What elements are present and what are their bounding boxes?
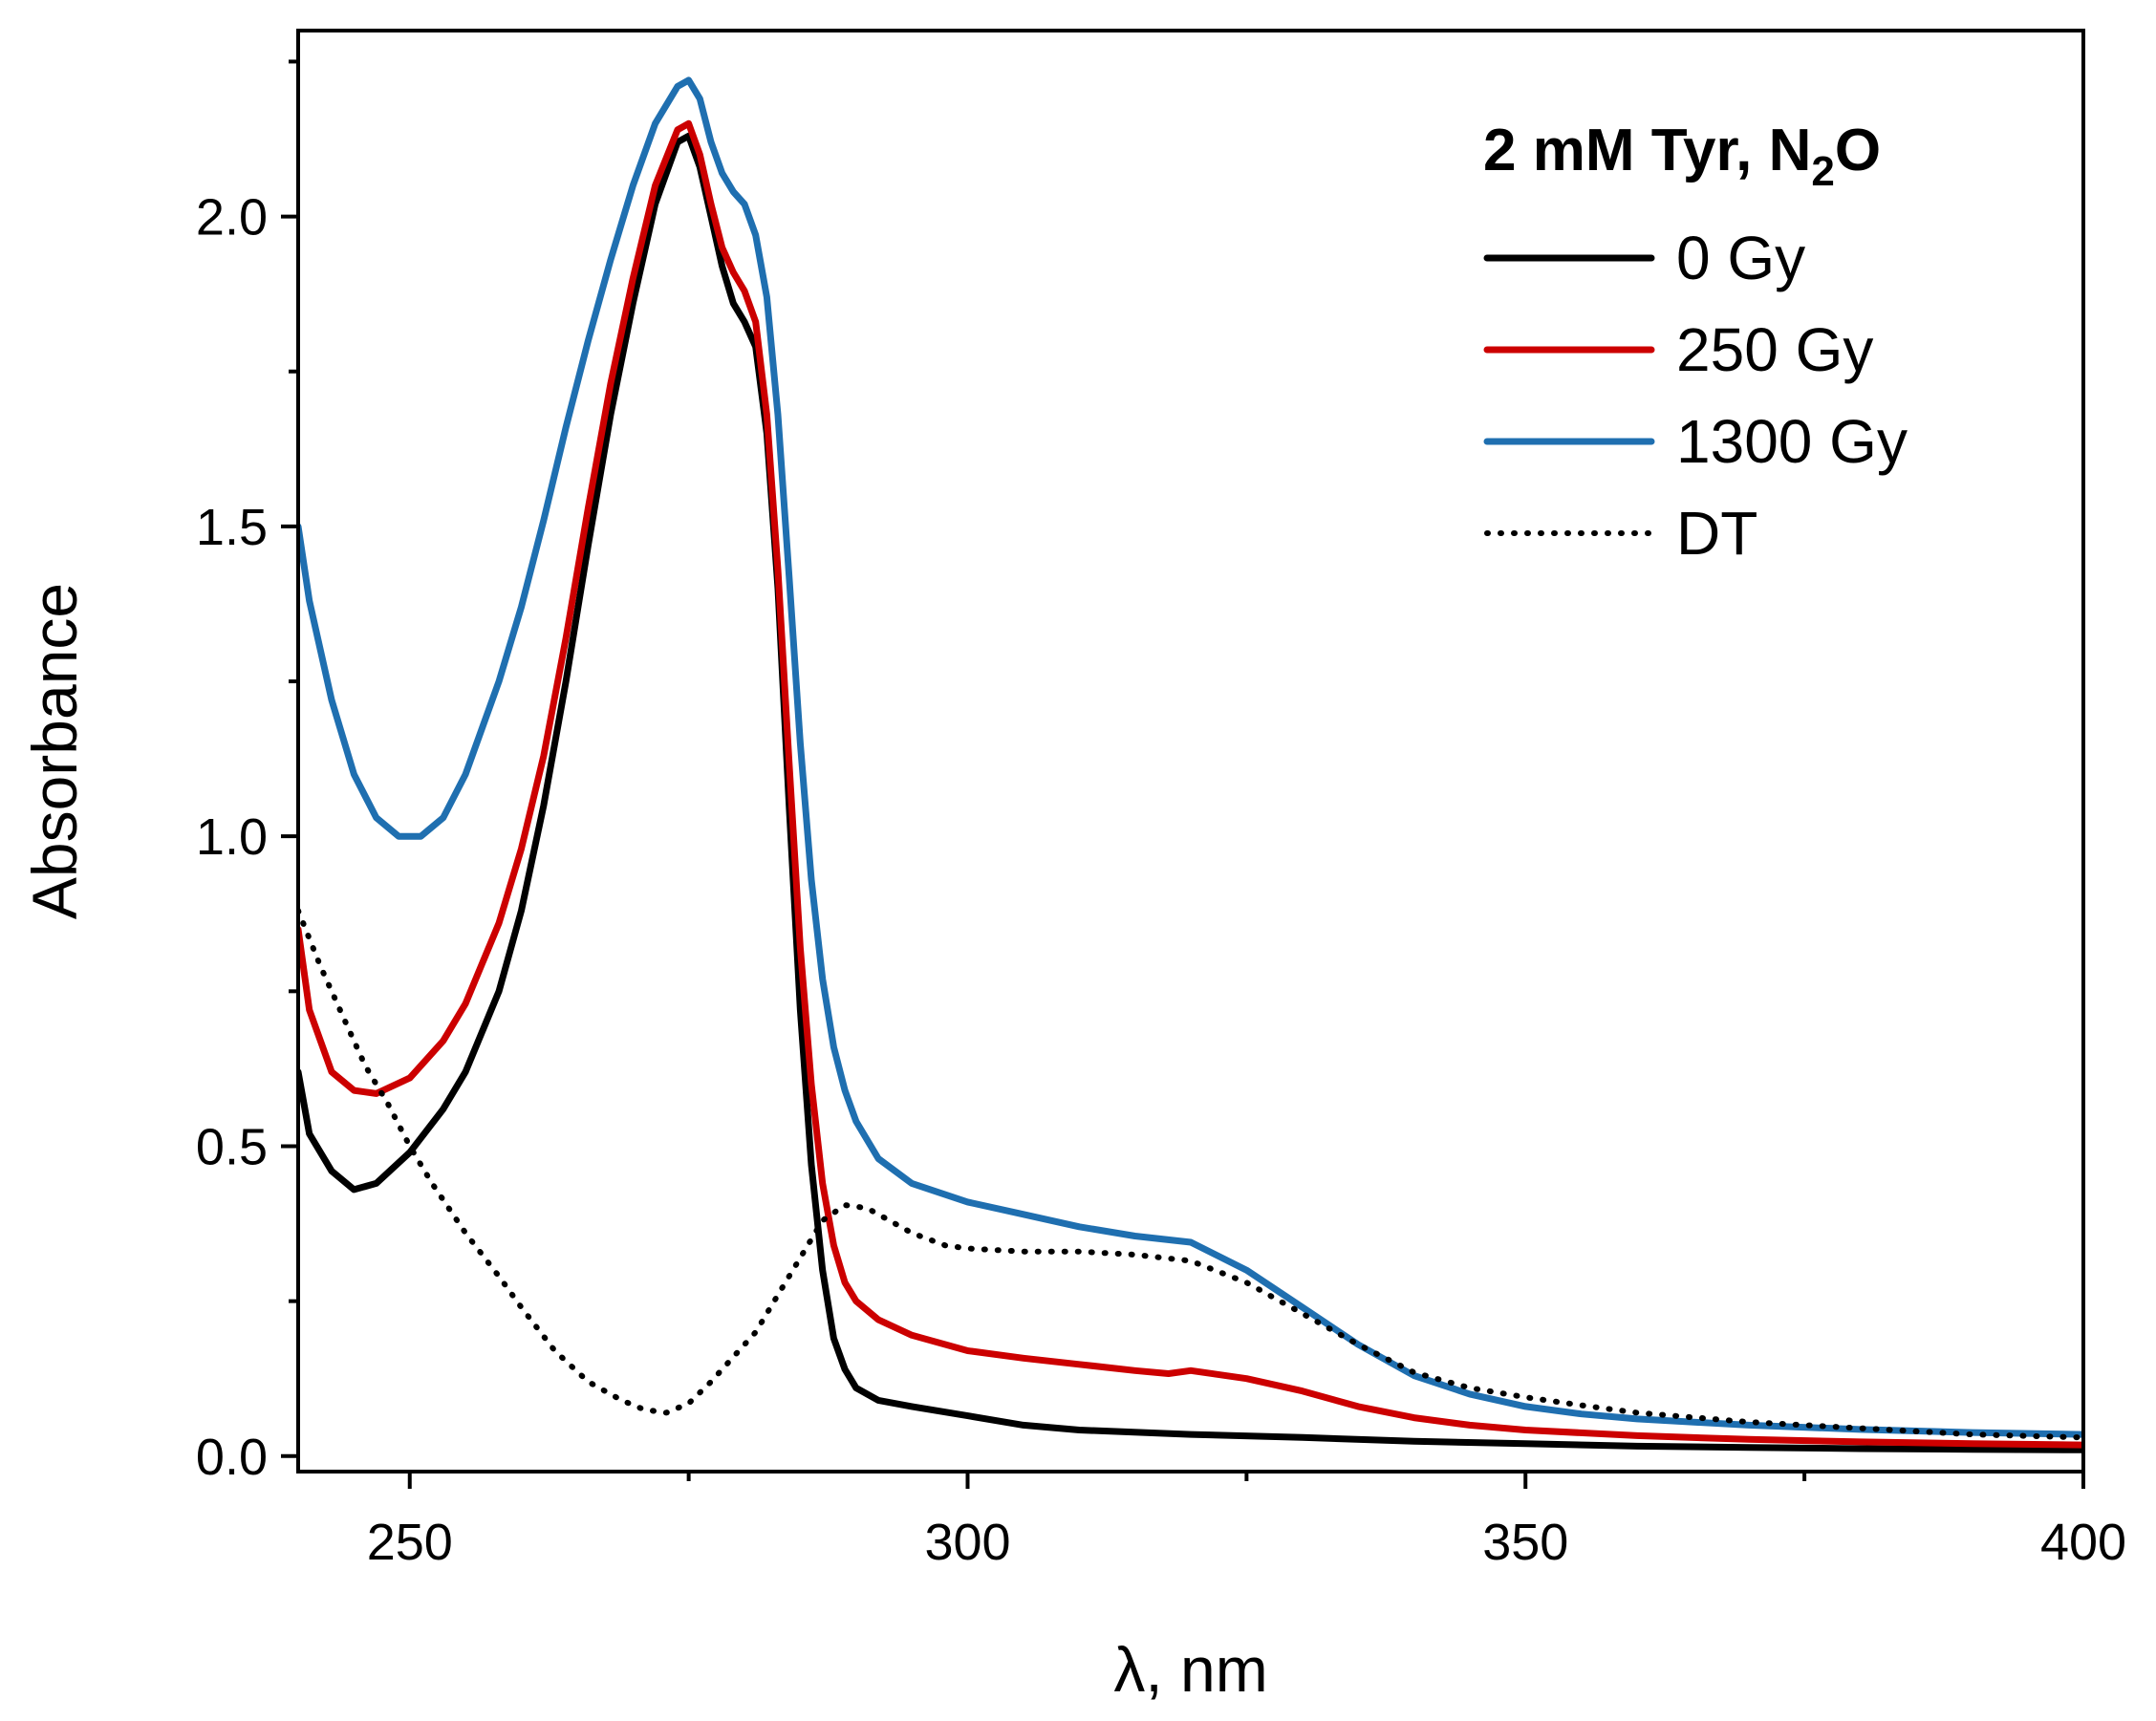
legend-title-main: 2 mM Tyr, N xyxy=(1483,118,1811,183)
legend-entries: 0 Gy 250 Gy 1300 Gy DT xyxy=(1483,224,1908,568)
legend-label: DT xyxy=(1676,499,1757,568)
legend-label: 250 Gy xyxy=(1676,315,1873,384)
y-tick-label: 1.0 xyxy=(196,808,268,866)
y-tick-label: 0.0 xyxy=(196,1429,268,1486)
y-tick-label: 2.0 xyxy=(196,189,268,247)
series-line-1300-gy xyxy=(298,76,2083,1438)
legend-label: 0 Gy xyxy=(1676,224,1805,292)
x-tick-label: 300 xyxy=(924,1514,1010,1571)
legend: 2 mM Tyr, N2O 0 Gy 250 Gy 1300 Gy DT xyxy=(1483,118,1908,568)
legend-title-end: O xyxy=(1835,118,1881,183)
y-tick-label: 0.5 xyxy=(196,1118,268,1175)
series-line-250-gy xyxy=(298,119,2083,1449)
series-line-dt xyxy=(298,908,2083,1441)
plot-frame xyxy=(296,29,2085,1474)
tick-layer: 250 300 350 400 0.0 0.5 1.0 1.5 2.0 xyxy=(196,59,2126,1571)
x-axis-title: λ, nm xyxy=(1113,1634,1267,1705)
x-tick-label: 250 xyxy=(367,1514,453,1571)
legend-entry-250-gy: 250 Gy xyxy=(1483,315,1873,384)
x-tick-label: 350 xyxy=(1482,1514,1568,1571)
legend-label: 1300 Gy xyxy=(1676,407,1908,476)
y-axis-title: Absorbance xyxy=(19,583,90,919)
legend-title: 2 mM Tyr, N2O xyxy=(1483,118,1881,195)
legend-entry-dt: DT xyxy=(1484,499,1757,568)
legend-entry-1300-gy: 1300 Gy xyxy=(1483,407,1908,476)
y-tick-label: 1.5 xyxy=(196,499,268,556)
series-layer xyxy=(298,76,2083,1453)
legend-entry-0-gy: 0 Gy xyxy=(1483,224,1805,292)
x-tick-label: 400 xyxy=(2040,1514,2126,1571)
legend-title-subscript: 2 xyxy=(1811,148,1834,195)
